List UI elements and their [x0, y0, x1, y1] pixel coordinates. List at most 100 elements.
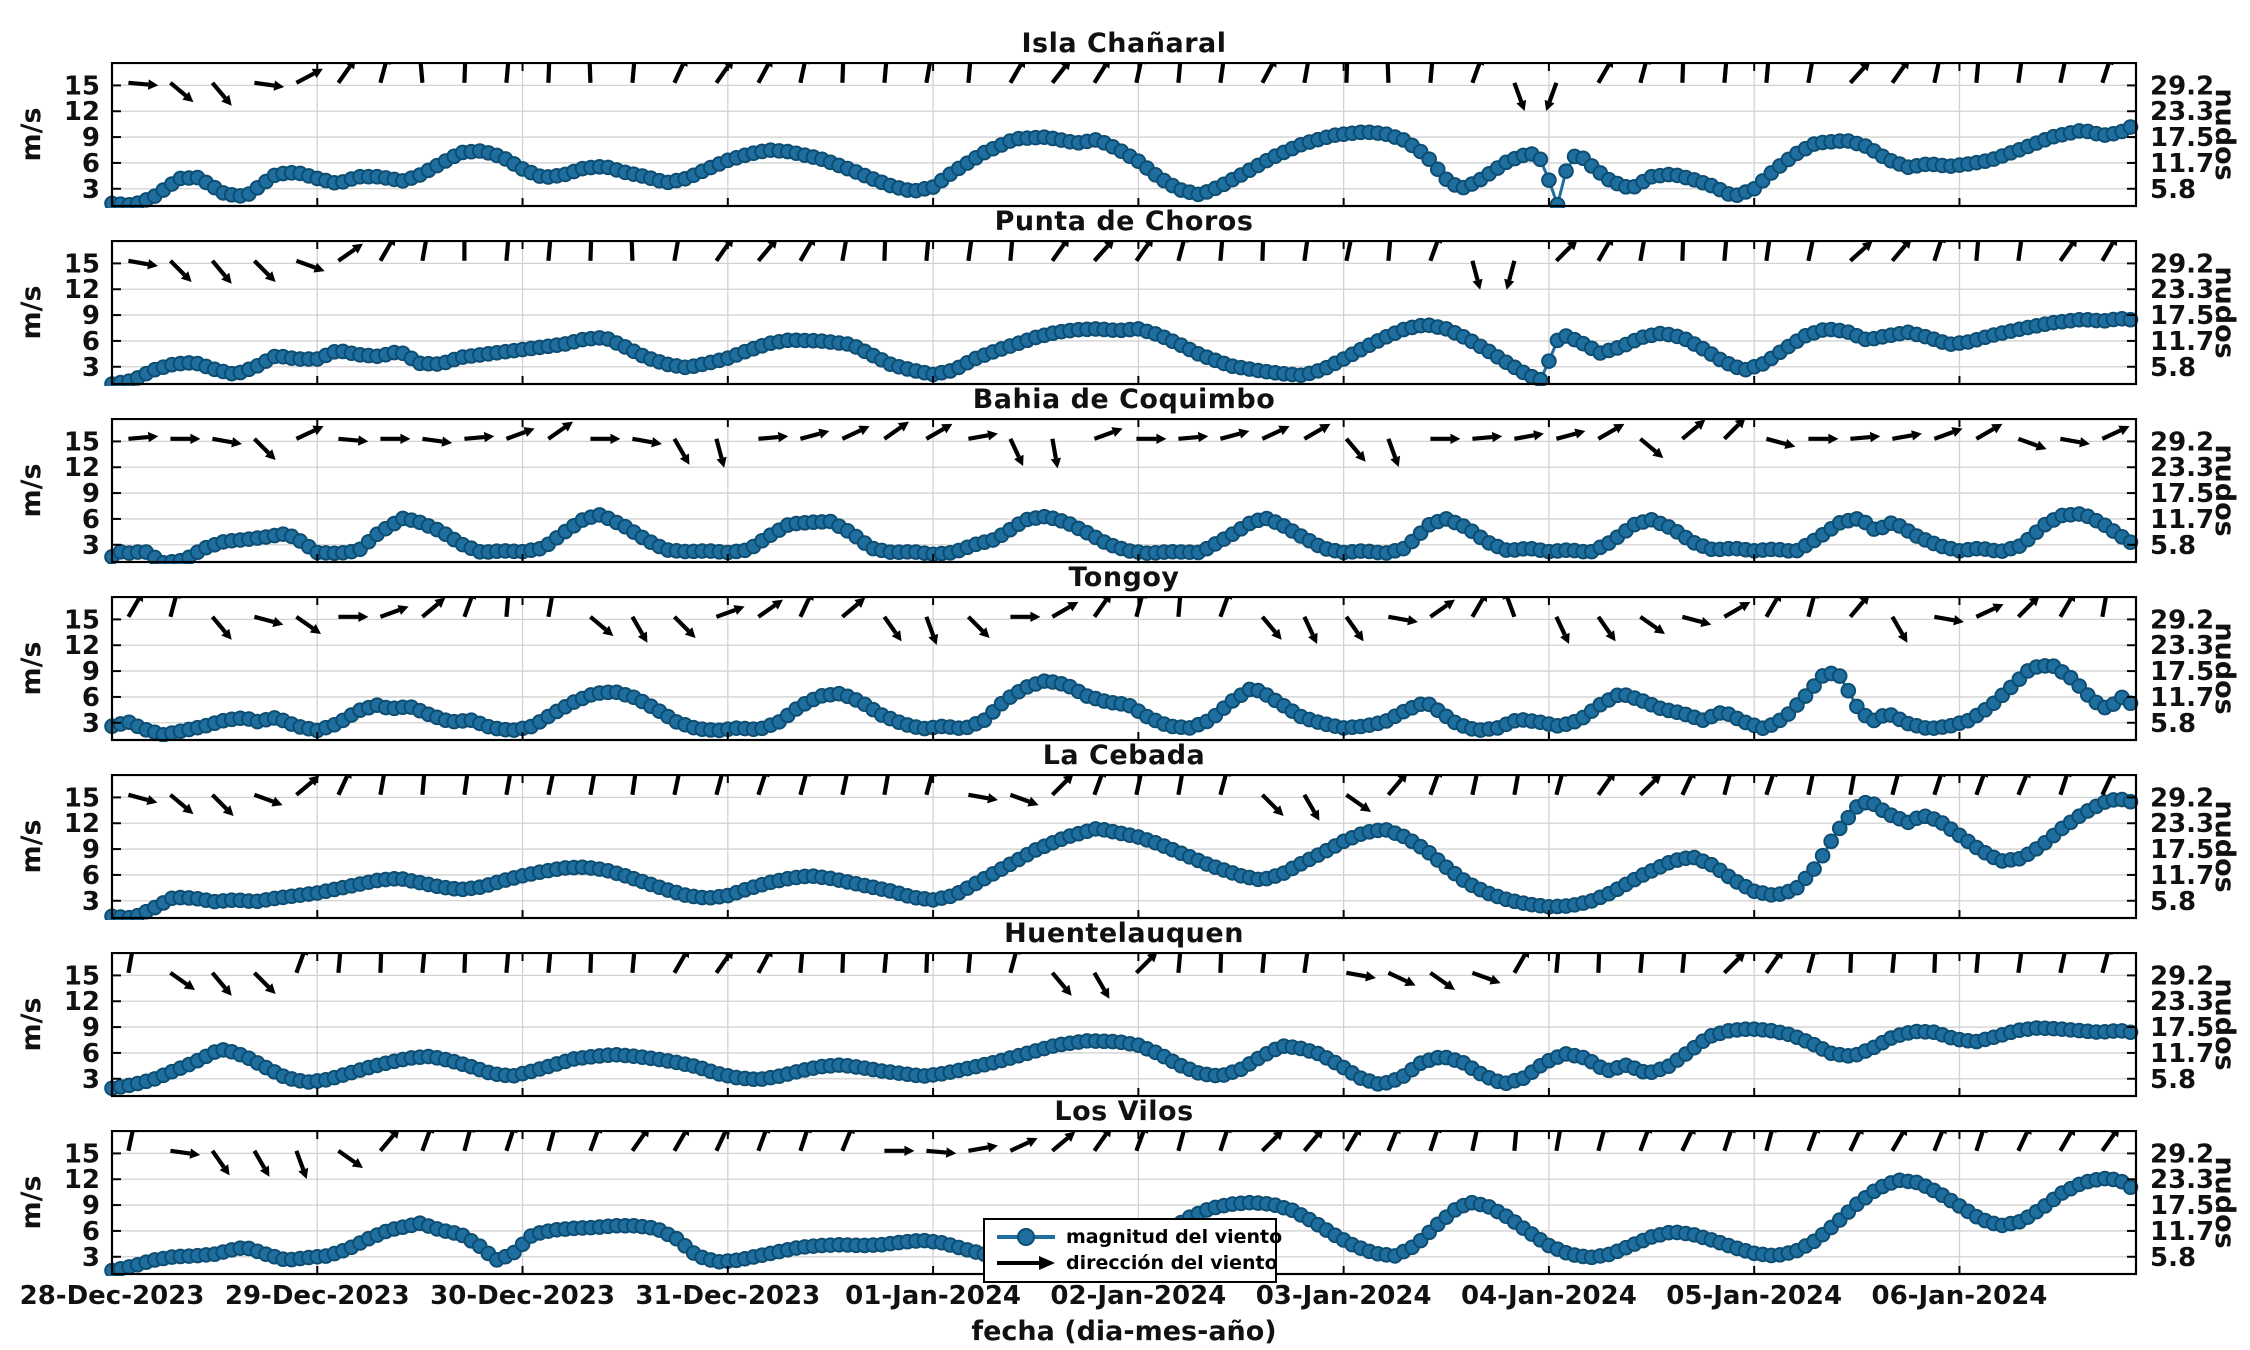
- wind-direction-arrowhead: [400, 433, 411, 445]
- ylabel-knots: nudos: [2209, 1156, 2240, 1248]
- wind-direction-arrow: [2016, 240, 2024, 262]
- wind-direction-arrowhead: [182, 803, 194, 815]
- wind-direction-arrow: [630, 62, 637, 83]
- wind-direction-arrow: [587, 62, 593, 83]
- wind-direction-arrow: [1302, 793, 1317, 814]
- wind-direction-arrowhead: [1027, 796, 1039, 807]
- y-tick-label-ms: 15: [64, 605, 100, 635]
- wind-direction-arrow: [1260, 952, 1267, 973]
- arrow-icon: [997, 1256, 1055, 1270]
- y-tick-label-ms: 12: [64, 631, 100, 661]
- wind-direction-arrowhead: [1869, 431, 1881, 443]
- ylabel-ms: m/s: [16, 107, 47, 161]
- wind-direction-arrow: [1302, 240, 1310, 262]
- wind-direction-arrow: [588, 774, 596, 796]
- wind-direction-arrow: [252, 971, 271, 989]
- wind-direction-arrowhead: [1014, 454, 1024, 467]
- x-tick-label: 28-Dec-2023: [19, 1281, 205, 1311]
- wind-direction-arrow: [1008, 240, 1015, 261]
- y-tick-label-ms: 12: [64, 987, 100, 1017]
- wind-direction-arrow: [2017, 436, 2038, 448]
- y-tick-label-knots: 5.8: [2150, 709, 2196, 739]
- ylabel-knots: nudos: [2209, 444, 2240, 536]
- wind-direction-arrow: [1218, 597, 1230, 618]
- wind-direction-arrow: [1681, 614, 1703, 625]
- wind-direction-arrow: [2058, 1132, 2073, 1152]
- wind-direction-arrow: [1428, 62, 1435, 83]
- y-tick-label-ms: 6: [82, 1039, 100, 1069]
- wind-direction-arrowhead: [602, 625, 614, 637]
- wind-direction-arrow: [1302, 615, 1315, 636]
- y-tick-label-ms: 6: [82, 505, 100, 535]
- wind-direction-arrowhead: [1566, 240, 1578, 251]
- wind-direction-arrow: [588, 952, 594, 973]
- wind-magnitude-marker: [1806, 678, 1822, 694]
- wind-direction-arrow: [588, 1131, 600, 1152]
- wind-direction-arrow: [421, 602, 440, 619]
- wind-direction-arrow: [295, 615, 315, 631]
- wind-direction-arrow: [757, 603, 776, 619]
- wind-direction-arrow: [1092, 971, 1107, 992]
- wind-direction-arrow: [2016, 952, 2024, 974]
- wind-direction-arrow: [295, 71, 316, 85]
- y-tick-label-knots: 29.2: [2150, 71, 2214, 101]
- wind-direction-arrow: [1722, 423, 1741, 441]
- wind-direction-arrowhead: [264, 271, 276, 283]
- ylabel-knots: nudos: [2209, 622, 2240, 714]
- wind-direction-arrow: [336, 65, 352, 85]
- wind-direction-arrow: [422, 436, 443, 444]
- wind-direction-arrowhead: [523, 427, 535, 437]
- legend-label-direction: dirección del viento: [1066, 1252, 1278, 1274]
- wind-direction-arrow: [840, 952, 846, 973]
- wind-direction-arrowhead: [1613, 423, 1625, 434]
- wind-magnitude-marker: [1797, 870, 1814, 887]
- wind-direction-arrow: [1722, 62, 1729, 83]
- wind-direction-arrow: [2058, 775, 2069, 796]
- ylabel-ms: m/s: [16, 463, 47, 517]
- wind-direction-arrowhead: [273, 80, 285, 91]
- ylabel-ms: m/s: [16, 819, 47, 873]
- y-tick-label-ms: 15: [64, 71, 100, 101]
- y-tick-label-ms: 9: [82, 301, 100, 331]
- wind-direction-arrow: [1596, 777, 1612, 797]
- wind-direction-arrow: [1514, 433, 1535, 441]
- wind-direction-arrow: [169, 81, 188, 98]
- y-tick-label-knots: 23.3: [2150, 97, 2214, 127]
- wind-direction-arrow: [1974, 952, 1981, 973]
- wind-direction-arrow: [799, 431, 821, 441]
- wind-direction-arrowhead: [891, 630, 902, 642]
- wind-direction-arrowhead: [1313, 1130, 1324, 1139]
- wind-direction-arrowhead: [1067, 601, 1079, 612]
- y-tick-label-knots: 29.2: [2150, 961, 2214, 991]
- wind-direction-arrowhead: [1390, 455, 1401, 468]
- wind-direction-arrow: [1260, 64, 1274, 84]
- wind-magnitude-marker: [1789, 879, 1805, 896]
- y-tick-label-ms: 3: [82, 353, 100, 383]
- wind-direction-arrowhead: [189, 1148, 201, 1159]
- wind-direction-arrowhead: [1030, 611, 1041, 623]
- wind-direction-arrowhead: [561, 421, 573, 432]
- wind-direction-arrow: [1932, 952, 1938, 973]
- wind-direction-arrowhead: [351, 1158, 363, 1169]
- legend: magnitud del viento dirección del viento: [983, 1218, 1282, 1283]
- panel-la-cebada: La Cebada 3 5.8 6 11.7 9 17.5 12 23.3 15 29.2 m/s n…: [0, 736, 2250, 920]
- x-axis-tick-labels: 28-Dec-2023 29-Dec-2023 30-Dec-2023 31-D…: [0, 1281, 2250, 1315]
- x-tick-label: 31-Dec-2023: [635, 1281, 821, 1311]
- wind-direction-arrowhead: [221, 984, 232, 996]
- wind-direction-arrowhead: [945, 1147, 957, 1158]
- wind-direction-arrow: [1344, 615, 1360, 635]
- wind-direction-arrow: [1008, 437, 1021, 458]
- wind-direction-arrow: [1428, 775, 1440, 796]
- wind-direction-arrowhead: [904, 1145, 915, 1157]
- wind-direction-arrowhead: [777, 431, 789, 443]
- wind-direction-arrow: [840, 62, 846, 83]
- wind-direction-arrowhead: [1828, 433, 1839, 445]
- wind-direction-arrow: [1218, 774, 1228, 796]
- wind-direction-arrow: [1974, 240, 1981, 261]
- wind-direction-arrowhead: [1951, 427, 1963, 437]
- wind-direction-arrow: [1051, 604, 1071, 619]
- wind-direction-arrow: [1639, 437, 1658, 454]
- panel-title: Isla Chañaral: [1021, 28, 1227, 59]
- y-tick-label-ms: 9: [82, 1013, 100, 1043]
